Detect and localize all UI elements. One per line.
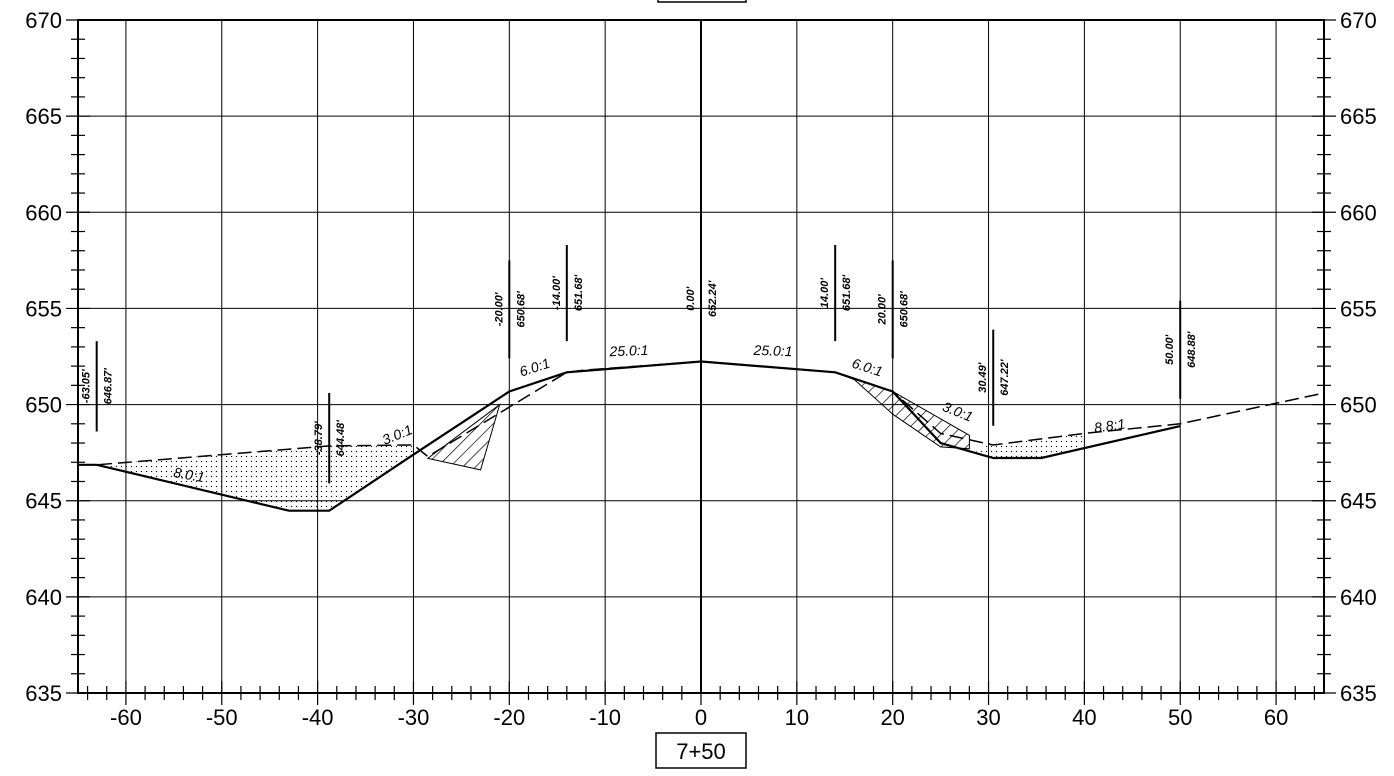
- station-label: 7+50: [676, 739, 726, 764]
- y-tick-label-right: 640: [1340, 585, 1377, 610]
- x-tick-label: -50: [206, 705, 238, 730]
- x-tick-label: 20: [880, 705, 904, 730]
- y-tick-label-right: 635: [1340, 681, 1377, 706]
- slope-label: 3.0:1: [940, 398, 975, 425]
- station-box: [655, 732, 747, 769]
- x-tick-label: -40: [302, 705, 334, 730]
- y-tick-label-left: 660: [25, 200, 62, 225]
- elevation-label: 652.24': [707, 280, 719, 317]
- elevation-label: 647.22': [999, 359, 1011, 396]
- x-tick-label: 40: [1072, 705, 1096, 730]
- y-tick-label-left: 655: [25, 296, 62, 321]
- y-tick-label-left: 665: [25, 104, 62, 129]
- x-tick-label: 0: [695, 705, 707, 730]
- y-tick-label-left: 640: [25, 585, 62, 610]
- offset-label: -38.79': [313, 421, 325, 455]
- offset-label: -14.00': [551, 276, 563, 310]
- title-box: [657, 0, 747, 3]
- x-tick-label: 50: [1168, 705, 1192, 730]
- slope-label: 25.0:1: [752, 342, 792, 359]
- y-tick-label-left: 650: [25, 393, 62, 418]
- cut-area: [426, 403, 501, 471]
- elevation-label: 651.68': [573, 275, 585, 312]
- y-tick-label-right: 665: [1340, 104, 1377, 129]
- x-tick-label: 60: [1264, 705, 1288, 730]
- x-tick-label: -30: [398, 705, 430, 730]
- elevation-label: 644.48': [335, 420, 347, 457]
- fill-area: [96, 445, 414, 511]
- y-tick-label-left: 645: [25, 489, 62, 514]
- offset-label: 0.00': [685, 286, 697, 310]
- offset-label: -20.00': [493, 292, 505, 326]
- offset-label: -63.05': [81, 369, 93, 403]
- y-tick-label-right: 670: [1340, 8, 1377, 33]
- elevation-label: 651.68': [841, 275, 853, 312]
- station-tag: 7+50: [655, 732, 747, 769]
- x-tick-label: 30: [976, 705, 1000, 730]
- y-tick-label-right: 655: [1340, 296, 1377, 321]
- slope-label: 25.0:1: [608, 342, 648, 359]
- y-tick-label-left: 635: [25, 681, 62, 706]
- x-tick-label: -10: [589, 705, 621, 730]
- x-tick-label: -60: [110, 705, 142, 730]
- elevation-label: 646.87': [103, 368, 115, 405]
- y-tick-label-right: 650: [1340, 393, 1377, 418]
- fill-area: [969, 433, 1085, 458]
- elevation-label: 650.68': [899, 291, 911, 328]
- offset-label: 20.00': [877, 294, 889, 326]
- x-tick-label: 10: [785, 705, 809, 730]
- slope-label: 8.0:1: [172, 464, 205, 485]
- y-tick-label-left: 670: [25, 8, 62, 33]
- slope-label: 6.0:1: [850, 355, 885, 380]
- elevation-label: 650.68': [515, 291, 527, 328]
- design-section-line: [78, 360, 1181, 512]
- y-tick-label-right: 660: [1340, 200, 1377, 225]
- offset-label: 14.00': [819, 278, 831, 309]
- slope-label: 8.8:1: [1093, 415, 1126, 435]
- elevation-label: 648.88': [1186, 331, 1198, 368]
- x-tick-label: -20: [493, 705, 525, 730]
- slope-label: 3.0:1: [380, 421, 415, 448]
- y-tick-label-right: 645: [1340, 489, 1377, 514]
- offset-label: 50.00': [1164, 334, 1176, 365]
- offset-label: 30.49': [977, 362, 989, 393]
- slope-label: 6.0:1: [517, 355, 552, 380]
